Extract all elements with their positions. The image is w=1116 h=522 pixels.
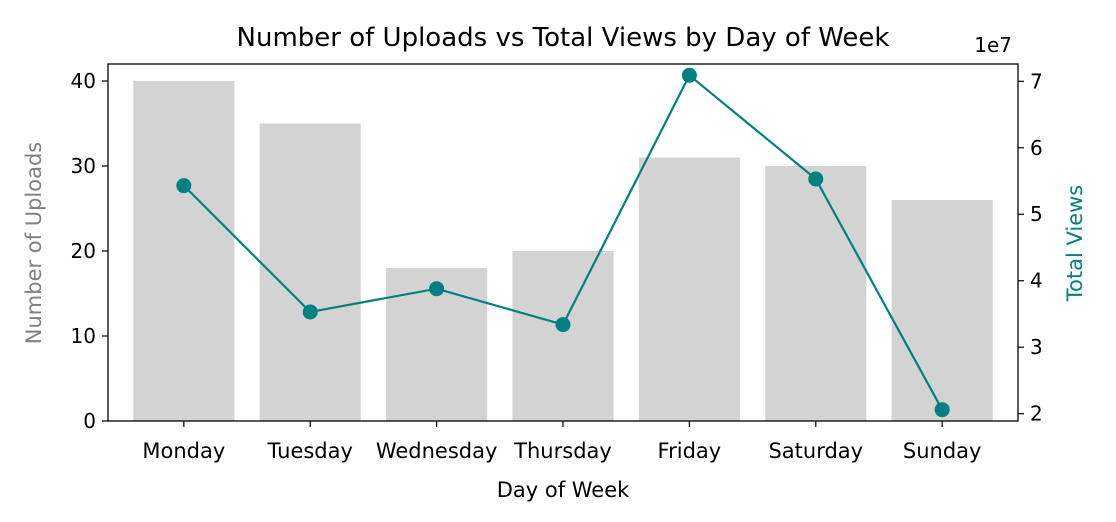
views-line-layer bbox=[176, 67, 950, 418]
views-point-saturday bbox=[808, 171, 824, 187]
x-tick-label: Thursday bbox=[513, 439, 612, 463]
y-right-tick-label: 5 bbox=[1030, 202, 1043, 226]
x-tick-label: Wednesday bbox=[376, 439, 498, 463]
y-right-tick-label: 4 bbox=[1030, 269, 1043, 293]
plot-frame bbox=[107, 63, 1019, 422]
views-point-thursday bbox=[555, 317, 571, 333]
y-left-tick-label: 10 bbox=[71, 324, 96, 348]
y-left-tick-label: 30 bbox=[71, 154, 96, 178]
y-axis-right-label: Total Views bbox=[1063, 185, 1087, 303]
y-right-tick-label: 6 bbox=[1030, 136, 1043, 160]
y-left-tick-label: 20 bbox=[71, 239, 96, 263]
upload-bar-tuesday bbox=[259, 123, 361, 421]
upload-bar-friday bbox=[638, 157, 740, 421]
y-right-tick-label: 7 bbox=[1030, 69, 1043, 93]
upload-bar-saturday bbox=[765, 166, 867, 421]
x-tick-label: Monday bbox=[142, 439, 225, 463]
y-axis-left-label: Number of Uploads bbox=[22, 142, 46, 344]
views-point-monday bbox=[176, 178, 192, 194]
x-tick-label: Saturday bbox=[768, 439, 863, 463]
y-right-tick-label: 2 bbox=[1030, 402, 1043, 426]
y-right-tick-label: 3 bbox=[1030, 335, 1043, 359]
x-tick-label: Sunday bbox=[903, 439, 982, 463]
right-axis-offset-text: 1e7 bbox=[974, 33, 1012, 57]
views-point-tuesday bbox=[302, 304, 318, 320]
views-point-wednesday bbox=[429, 281, 445, 297]
y-left-tick-label: 40 bbox=[71, 69, 96, 93]
chart-title: Number of Uploads vs Total Views by Day … bbox=[237, 23, 890, 53]
views-point-sunday bbox=[934, 402, 950, 418]
views-point-friday bbox=[681, 67, 697, 83]
y-left-tick-label: 0 bbox=[83, 409, 96, 433]
upload-bar-monday bbox=[133, 81, 235, 421]
upload-bar-thursday bbox=[512, 251, 614, 421]
ticks-layer: Monday Tuesday Wednesday Thursday Friday Satu… bbox=[71, 69, 1043, 463]
x-tick-label: Friday bbox=[658, 439, 722, 463]
upload-bar-sunday bbox=[891, 200, 993, 421]
bars-layer bbox=[133, 81, 993, 421]
x-axis-label: Day of Week bbox=[497, 478, 630, 502]
x-tick-label: Tuesday bbox=[267, 439, 353, 463]
